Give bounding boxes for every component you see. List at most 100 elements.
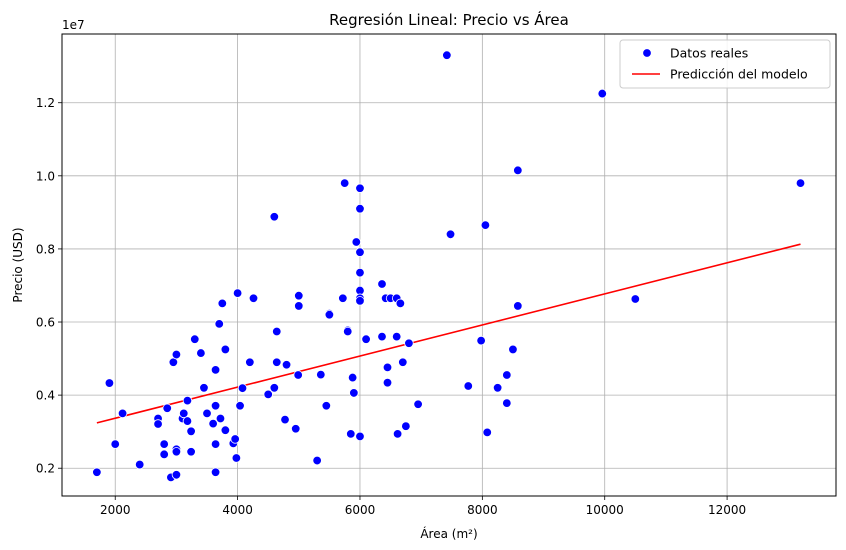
scatter-point <box>321 401 332 411</box>
scatter-point <box>377 279 387 289</box>
scatter-point <box>214 319 224 329</box>
scatter-point <box>294 291 304 301</box>
scatter-point <box>339 178 350 188</box>
y-tick-label: 1.0 <box>36 169 55 183</box>
scatter-point <box>355 204 365 214</box>
x-tick-label: 4000 <box>222 503 253 517</box>
scatter-point <box>162 403 172 413</box>
x-tick-label: 6000 <box>345 503 376 517</box>
scatter-point <box>391 331 402 342</box>
scatter-point <box>171 470 182 480</box>
scatter-point <box>182 395 193 406</box>
scatter-point <box>355 267 365 278</box>
scatter-point <box>280 414 290 425</box>
scatter-point <box>186 447 196 457</box>
scatter-point <box>272 357 282 367</box>
plot-frame <box>61 33 837 497</box>
scatter-point <box>476 335 486 346</box>
scatter-point <box>492 383 503 393</box>
y-axis-offset-label: 1e7 <box>62 18 85 32</box>
scatter-point <box>480 220 491 230</box>
legend-line-label: Predicción del modelo <box>670 67 808 82</box>
x-tick-label: 10000 <box>586 503 624 517</box>
axis-ticks: 2000 4000 6000 8000 10000 12000 0.2 0.4 0.6 0.8 1.… <box>36 96 746 517</box>
scatter-point <box>135 459 145 470</box>
scatter-point <box>343 326 353 337</box>
scatter-point <box>248 293 259 303</box>
scatter-point <box>382 377 393 388</box>
y-tick-label: 1.2 <box>36 96 55 110</box>
scatter-point <box>199 383 209 393</box>
scatter-point <box>220 425 231 435</box>
scatter-point <box>355 296 365 306</box>
scatter-point <box>346 429 356 439</box>
scatter-point <box>795 178 806 188</box>
chart-title: Regresión Lineal: Precio vs Área <box>329 10 569 29</box>
scatter-point <box>395 298 406 309</box>
scatter-point <box>210 401 221 411</box>
scatter-point <box>401 421 411 431</box>
scatter-point <box>208 418 218 429</box>
x-tick-label: 12000 <box>708 503 746 517</box>
scatter-point <box>210 467 221 477</box>
scatter-point <box>502 398 512 408</box>
scatter-point <box>110 439 120 449</box>
x-tick-label: 2000 <box>100 503 131 517</box>
y-tick-label: 0.6 <box>36 316 55 330</box>
regression-line-layer <box>96 243 801 424</box>
scatter-point <box>171 349 182 360</box>
scatter-point <box>355 247 365 257</box>
scatter-point <box>92 467 102 477</box>
y-tick-label: 0.2 <box>36 462 55 476</box>
scatter-point <box>237 383 248 393</box>
scatter-point <box>231 453 242 463</box>
scatter-point <box>442 50 452 60</box>
scatter-point <box>316 369 326 380</box>
scatter-point <box>463 381 473 391</box>
scatter-point <box>361 334 371 344</box>
scatter-point <box>338 293 348 303</box>
legend-box <box>619 39 831 89</box>
scatter-point <box>291 424 301 434</box>
scatter-point <box>382 362 393 373</box>
scatter-point <box>377 331 387 342</box>
scatter-point <box>269 212 280 222</box>
y-tick-label: 0.4 <box>36 389 55 403</box>
x-axis-label: Área (m²) <box>420 526 477 541</box>
scatter-point <box>159 439 169 449</box>
x-tick-label: 8000 <box>467 503 498 517</box>
regression-line <box>96 243 801 424</box>
scatter-point <box>153 419 163 429</box>
scatter-point <box>104 378 115 388</box>
scatter-point <box>232 288 243 298</box>
scatter-point <box>272 326 282 337</box>
scatter-point <box>413 399 423 409</box>
scatter-point <box>508 344 518 355</box>
y-tick-label: 0.8 <box>36 242 55 256</box>
scatter-point <box>324 310 335 320</box>
scatter-point <box>220 344 231 355</box>
scatter-point <box>351 237 362 247</box>
scatter-point <box>398 357 408 367</box>
scatter-point <box>355 431 365 442</box>
scatter-point <box>235 401 245 411</box>
scatter-point <box>159 449 169 460</box>
scatter-point <box>245 357 255 367</box>
scatter-point <box>312 455 322 466</box>
scatter-point <box>179 408 189 419</box>
scatter-point <box>202 408 212 419</box>
data-points <box>92 50 806 483</box>
scatter-point <box>445 229 456 239</box>
scatter-point <box>171 447 182 457</box>
scatter-point <box>392 429 403 439</box>
scatter-point <box>513 165 523 176</box>
scatter-point <box>182 416 193 426</box>
scatter-point <box>502 370 512 380</box>
scatter-point <box>210 439 221 449</box>
scatter-point <box>215 413 226 424</box>
scatter-point <box>217 298 228 309</box>
scatter-point <box>117 408 128 419</box>
scatter-point <box>196 348 206 358</box>
scatter-point <box>482 427 492 438</box>
